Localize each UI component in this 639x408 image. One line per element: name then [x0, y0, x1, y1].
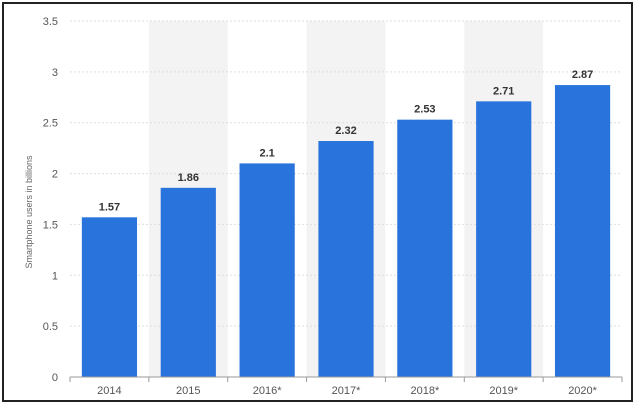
y-tick-label: 0.5 — [43, 321, 58, 333]
x-tick-label: 2019* — [489, 385, 518, 397]
x-tick-label: 2017* — [332, 385, 361, 397]
bar — [318, 141, 374, 377]
y-tick-label: 2.5 — [43, 118, 58, 130]
y-tick-label: 1.5 — [43, 219, 58, 231]
bar — [476, 101, 532, 378]
value-labels: 1.57 1.86 2.1 2.32 2.53 2.71 2.87 — [99, 69, 594, 213]
y-axis: 0 0.5 1 1.5 2 2.5 3 3.5 — [43, 16, 58, 384]
bar — [397, 119, 453, 378]
chart-frame: 1.57 1.86 2.1 2.32 2.53 2.71 2.87 0 0.5 1 1.5 2 2.5… — [2, 2, 633, 402]
value-label: 2.1 — [259, 147, 274, 159]
y-tick-label: 3.5 — [43, 16, 58, 28]
value-label: 1.57 — [99, 201, 120, 213]
y-tick-label: 3 — [52, 67, 58, 79]
x-tick-label: 2020* — [568, 385, 597, 397]
x-axis: 2014 2015 2016* 2017* 2018* 2019* 2020* — [69, 376, 623, 397]
x-tick-label: 2014 — [97, 385, 121, 397]
value-label: 2.87 — [572, 69, 593, 81]
bar — [160, 187, 216, 377]
value-label: 2.71 — [493, 85, 514, 97]
bar — [81, 217, 138, 377]
bar-chart: 1.571.862.12.322.532.712.87 00.511.522.5… — [24, 16, 623, 397]
x-tick-label: 2016* — [253, 385, 282, 397]
y-tick-label: 1 — [52, 270, 58, 282]
value-label: 2.32 — [335, 125, 356, 137]
bars — [81, 85, 611, 378]
y-axis-title: Smartphone users in billions — [24, 155, 34, 269]
x-tick-label: 2015 — [176, 385, 200, 397]
y-tick-label: 0 — [52, 372, 58, 384]
value-label: 1.86 — [178, 172, 199, 184]
value-label: 2.53 — [414, 104, 435, 116]
bar — [239, 163, 295, 377]
bar — [554, 85, 611, 377]
y-tick-label: 2 — [52, 169, 58, 181]
x-tick-label: 2018* — [410, 385, 439, 397]
